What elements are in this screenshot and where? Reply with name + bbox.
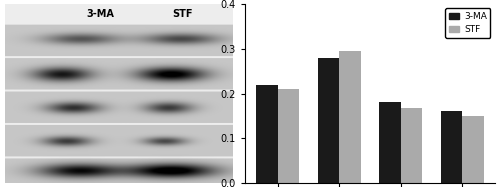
Bar [339,51,360,183]
Text: 3-MA: 3-MA [86,9,115,19]
Bar [440,111,462,183]
Bar [400,108,422,183]
Bar [379,102,400,183]
Bar [278,89,299,183]
Bar [256,85,278,183]
Bar [318,58,339,183]
Text: STF: STF [172,9,193,19]
Legend: 3-MA, STF: 3-MA, STF [445,8,490,38]
Bar [462,116,483,183]
